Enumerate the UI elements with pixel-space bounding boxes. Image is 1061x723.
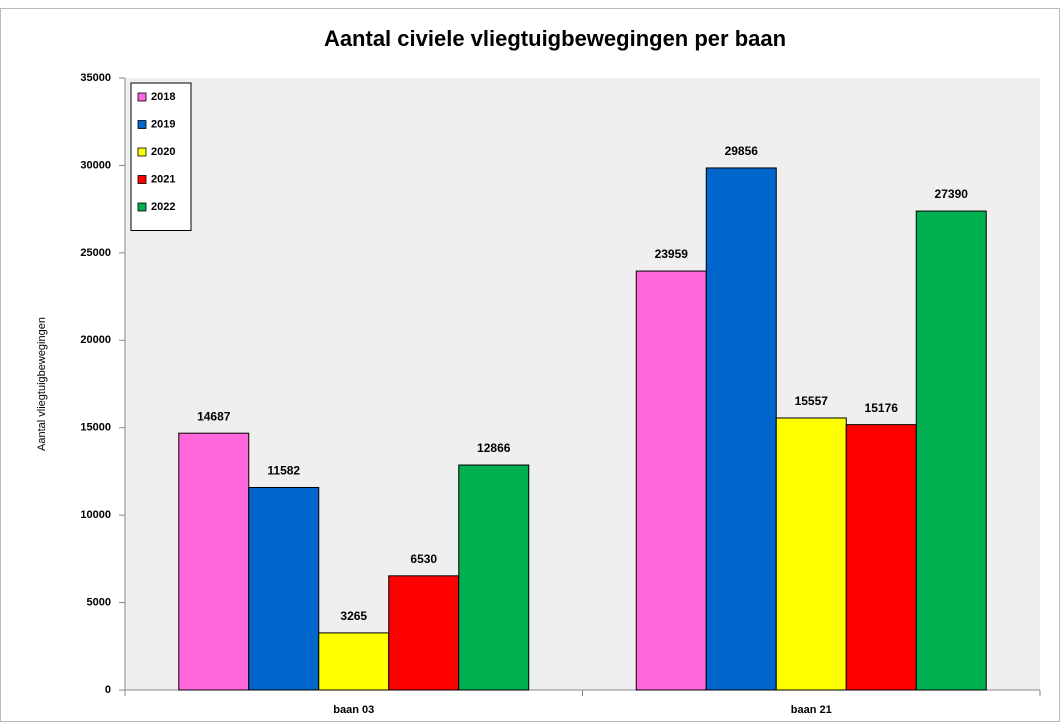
legend-label: 2022 (151, 201, 175, 213)
value-label: 27390 (935, 187, 969, 201)
bar (318, 632, 390, 691)
value-label: 6530 (410, 552, 437, 566)
x-tick-label: baan 03 (333, 704, 374, 716)
x-tick-label: baan 21 (791, 704, 832, 716)
bar (388, 575, 460, 691)
bar (248, 486, 320, 691)
value-label: 23959 (655, 247, 689, 261)
y-tick-label: 30000 (80, 159, 111, 171)
legend-label: 2019 (151, 118, 175, 130)
y-tick-label: 25000 (80, 247, 111, 259)
legend-swatch (137, 120, 147, 129)
bar (775, 417, 847, 691)
value-label: 15176 (865, 401, 899, 415)
value-label: 15557 (795, 394, 829, 408)
legend-label: 2021 (151, 173, 175, 185)
value-label: 12866 (477, 441, 511, 455)
value-label: 11582 (267, 464, 300, 478)
y-tick-label: 35000 (80, 72, 111, 84)
value-label: 29856 (725, 144, 759, 158)
legend-swatch (137, 92, 147, 102)
chart-title: Aantal civiele vliegtuigbewegingen per b… (324, 26, 786, 51)
bar (635, 270, 707, 691)
legend-label: 2020 (151, 146, 175, 158)
y-tick-label: 0 (105, 684, 111, 696)
bar (705, 167, 777, 691)
y-tick-label: 20000 (80, 334, 111, 346)
value-label: 3265 (340, 609, 367, 623)
bar (178, 432, 250, 691)
bar (845, 424, 917, 691)
legend-swatch (137, 202, 147, 212)
legend-swatch (137, 175, 147, 184)
y-tick-label: 5000 (87, 596, 111, 608)
legend-label: 2018 (151, 91, 175, 103)
y-axis-label: Aantal vliegtuigbewegingen (36, 317, 48, 451)
value-label: 14687 (197, 409, 231, 423)
y-tick-label: 10000 (80, 509, 111, 521)
bar (915, 210, 987, 691)
bar (458, 464, 530, 691)
y-tick-label: 15000 (80, 422, 111, 434)
legend-swatch (137, 147, 147, 157)
